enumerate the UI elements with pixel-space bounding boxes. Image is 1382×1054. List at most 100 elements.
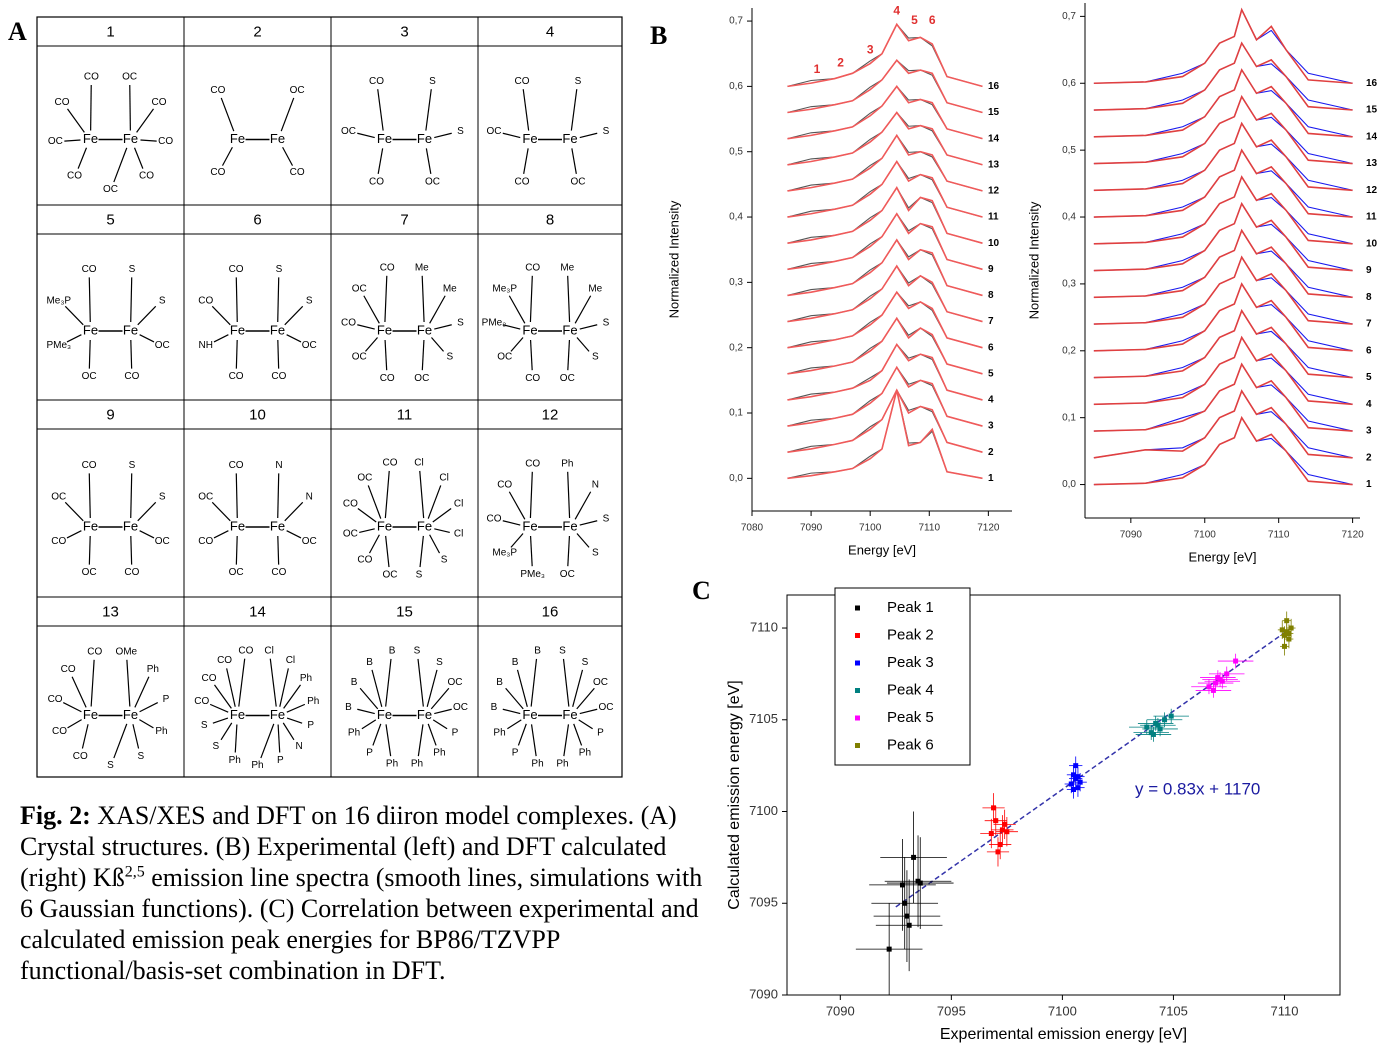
atom-label: S: [129, 264, 136, 275]
bond: [576, 337, 590, 352]
point: [1070, 786, 1076, 792]
x-tick-label: 7090: [826, 1003, 855, 1018]
point: [997, 842, 1003, 848]
atom-label: Fe: [230, 518, 245, 533]
series-label: 15: [988, 107, 1000, 118]
bond: [576, 533, 590, 548]
atom-label: Cl: [439, 473, 448, 484]
atom-label: N: [295, 741, 302, 752]
x-tick-label: 7120: [977, 523, 1000, 534]
atom-label: NH: [199, 340, 213, 351]
bond: [277, 277, 280, 323]
atom-label: S: [129, 460, 136, 471]
complex-number: 13: [102, 603, 119, 620]
atom-label: Fe: [377, 131, 392, 146]
x-tick-label: 7105: [1159, 1003, 1188, 1018]
bond: [579, 520, 598, 526]
bond: [574, 295, 592, 324]
atom-label: S: [137, 751, 144, 762]
y-tick-label: 7095: [749, 895, 778, 910]
atom-label: CO: [48, 694, 63, 705]
bond: [62, 702, 82, 713]
bond: [277, 535, 280, 565]
atom-label: Fe: [417, 322, 432, 337]
atom-label: Fe: [230, 322, 245, 337]
y-tick-label: 0,4: [1062, 212, 1076, 223]
atom-label: Ph: [348, 727, 360, 738]
point: [1004, 829, 1010, 835]
atom-label: CO: [380, 373, 395, 384]
legend-label: Peak 2: [887, 626, 934, 643]
atom-label: Fe: [562, 131, 577, 146]
y-tick-label: 0,3: [729, 277, 743, 288]
atom-label: Fe: [562, 707, 577, 722]
point: [1073, 763, 1079, 769]
bond: [567, 535, 571, 567]
x-axis-label: Energy [eV]: [1189, 549, 1257, 564]
bond: [88, 339, 91, 369]
panel-label: C: [692, 576, 711, 605]
bond: [567, 339, 571, 371]
bond: [529, 275, 533, 323]
atom-label: Fe: [522, 518, 537, 533]
complex-number: 10: [249, 406, 266, 423]
bond: [277, 473, 280, 519]
point: [1155, 722, 1161, 728]
atom-label: S: [429, 76, 436, 87]
series-label: 7: [1366, 319, 1372, 330]
atom-label: S: [592, 548, 599, 559]
complex-number: 2: [253, 23, 261, 40]
atom-label: OC: [414, 373, 429, 384]
point: [1224, 671, 1230, 677]
atom-label: P: [512, 747, 519, 758]
atom-label: OC: [447, 677, 462, 688]
bond: [530, 724, 537, 757]
bond: [284, 501, 304, 522]
fit-line: [787, 59, 983, 114]
bond: [419, 535, 424, 568]
y-tick-label: 7100: [749, 803, 778, 818]
caption-label: Fig. 2:: [20, 801, 91, 830]
bond: [576, 687, 595, 710]
peak-label: 4: [893, 3, 900, 17]
y-axis-label: Calculated emission energy [eV]: [726, 680, 743, 909]
point: [1210, 687, 1216, 693]
point: [911, 854, 917, 860]
series-label: 9: [1366, 265, 1372, 276]
atom-label: S: [159, 491, 166, 502]
fit-line: [787, 186, 983, 244]
point: [886, 946, 892, 952]
atom-label: S: [276, 264, 283, 275]
series-label: 6: [1366, 345, 1372, 356]
atom-label: CO: [525, 458, 540, 469]
atom-label: CO: [124, 371, 139, 382]
complex-number: 6: [253, 211, 261, 228]
atom-label: P: [307, 720, 314, 731]
x-axis-label: Energy [eV]: [848, 542, 916, 557]
point: [1150, 731, 1156, 737]
series-label: 14: [988, 133, 1000, 144]
legend-swatch: [855, 688, 860, 693]
atom-label: CO: [198, 295, 213, 306]
atom-label: CO: [194, 696, 209, 707]
series-label: 14: [1366, 131, 1378, 142]
fit-line: [1093, 308, 1353, 379]
atom-label: PMe₃: [482, 318, 507, 329]
atom-label: CO: [87, 646, 102, 657]
series-label: 11: [988, 212, 999, 223]
bond: [90, 659, 95, 707]
atom-label: Fe: [123, 322, 138, 337]
atom-label: OC: [425, 176, 440, 187]
series-label: 8: [988, 290, 994, 301]
atom-label: P: [597, 727, 604, 738]
atom-label: CO: [497, 480, 512, 491]
fit-line: [1093, 94, 1353, 165]
atom-label: OC: [302, 536, 317, 547]
fit-line: [787, 238, 983, 297]
x-tick-label: 7110: [1268, 530, 1290, 541]
atom-label: Fe: [522, 322, 537, 337]
series-label: 13: [1366, 158, 1378, 169]
bond: [432, 507, 452, 523]
complex-number: 11: [397, 406, 413, 423]
